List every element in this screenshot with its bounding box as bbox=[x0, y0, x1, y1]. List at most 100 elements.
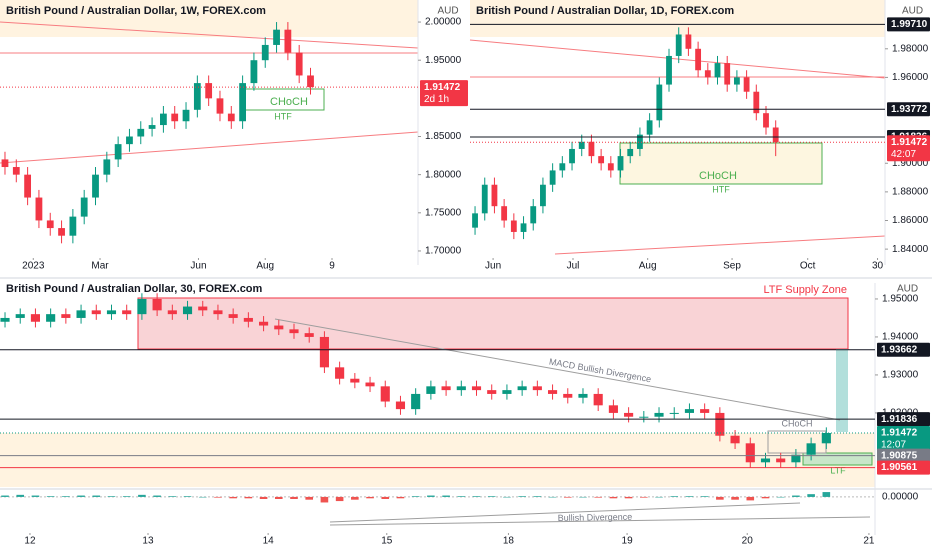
macd-bar bbox=[822, 492, 831, 497]
candle-body bbox=[92, 174, 99, 198]
price-label: 1.91472 bbox=[424, 82, 461, 93]
x-tick-label: Sep bbox=[723, 261, 741, 272]
x-tick-label: 12 bbox=[24, 536, 36, 547]
candle-body bbox=[502, 390, 512, 394]
macd-bar bbox=[62, 496, 70, 497]
candle-body bbox=[152, 298, 162, 311]
candle-body bbox=[481, 184, 488, 214]
price-label: 1.91472 bbox=[881, 428, 918, 439]
candle-body bbox=[350, 378, 360, 383]
candle-body bbox=[35, 197, 43, 221]
macd-bar bbox=[807, 494, 815, 497]
x-tick-label: 15 bbox=[381, 536, 393, 547]
candle-body bbox=[12, 167, 20, 175]
y-tick-label: 1.86000 bbox=[892, 215, 929, 226]
macd-bar bbox=[31, 495, 40, 497]
long-position bbox=[836, 349, 848, 432]
candle-body bbox=[426, 386, 436, 394]
macd-bar bbox=[274, 496, 283, 499]
candle-body bbox=[617, 156, 624, 171]
candle-body bbox=[547, 390, 558, 394]
x-tick-label: 13 bbox=[142, 536, 154, 547]
candle-body bbox=[593, 393, 603, 406]
price-label-box bbox=[887, 102, 930, 117]
candle-body bbox=[637, 134, 643, 149]
candle-body bbox=[122, 310, 132, 315]
chart-title: British Pound / Australian Dollar, 30, F… bbox=[6, 283, 263, 295]
macd-bar bbox=[655, 496, 663, 498]
candle-body bbox=[510, 220, 517, 232]
candle-body bbox=[624, 412, 634, 417]
macd-bar bbox=[640, 496, 648, 498]
candle-body bbox=[216, 98, 224, 114]
y-tick-label: 1.98000 bbox=[892, 43, 929, 54]
macd-bar bbox=[351, 496, 359, 500]
x-tick-label: Jun bbox=[485, 261, 501, 272]
candle-body bbox=[563, 393, 573, 398]
candle-body bbox=[295, 52, 303, 76]
price-label: 1.90875 bbox=[881, 450, 918, 461]
supply-zone bbox=[137, 297, 849, 350]
candle-body bbox=[395, 401, 406, 410]
candle-body bbox=[1, 159, 9, 168]
candle-body bbox=[250, 60, 258, 84]
y-tick-label: 1.84000 bbox=[892, 244, 929, 255]
price-label-box bbox=[877, 460, 930, 475]
y-tick-label: 1.90000 bbox=[892, 158, 929, 169]
candle-body bbox=[80, 197, 88, 217]
candle-body bbox=[530, 206, 537, 224]
macd-bar bbox=[700, 496, 709, 497]
candle-body bbox=[103, 159, 111, 175]
candle-body bbox=[491, 184, 498, 207]
x-tick-label: 30 bbox=[872, 261, 884, 272]
annotation: HTF bbox=[712, 184, 730, 194]
x-tick-label: 20 bbox=[742, 536, 754, 547]
macd-bar bbox=[579, 496, 587, 498]
price-label-box bbox=[877, 448, 930, 463]
candle-body bbox=[213, 310, 223, 315]
candle-body bbox=[598, 156, 605, 164]
candle-body bbox=[578, 141, 585, 149]
chart-title: British Pound / Australian Dollar, 1D, F… bbox=[476, 5, 734, 17]
candle-body bbox=[472, 213, 478, 228]
chart-title: British Pound / Australian Dollar, 1W, F… bbox=[6, 5, 266, 17]
macd-bar bbox=[366, 496, 374, 499]
candle-body bbox=[715, 412, 725, 436]
macd-bar bbox=[77, 495, 85, 497]
candle-body bbox=[171, 113, 179, 122]
x-tick-label: 9 bbox=[329, 261, 335, 272]
axis-unit: AUD bbox=[902, 6, 923, 17]
macd-bar bbox=[153, 495, 161, 497]
price-label: 1.93662 bbox=[881, 344, 918, 355]
macd-bar bbox=[548, 496, 557, 498]
candle-body bbox=[0, 317, 10, 322]
x-tick-label: Mar bbox=[91, 261, 109, 272]
y-tick-label: 1.96000 bbox=[892, 72, 929, 83]
macd-bar bbox=[609, 496, 618, 499]
candle-body bbox=[193, 83, 201, 110]
macd-bar bbox=[305, 496, 314, 500]
candle-body bbox=[806, 443, 816, 455]
candle-body bbox=[578, 393, 588, 398]
candle-body bbox=[307, 75, 314, 88]
macd-bar bbox=[198, 496, 207, 498]
candle-body bbox=[607, 163, 614, 171]
candle-body bbox=[114, 144, 122, 160]
y-tick-label: 1.88000 bbox=[892, 187, 929, 198]
price-label: 1.93772 bbox=[891, 104, 928, 115]
x-tick-label: 2023 bbox=[22, 261, 45, 272]
macd-bar bbox=[92, 495, 101, 497]
candle-body bbox=[58, 228, 65, 236]
macd-bar bbox=[168, 496, 177, 497]
candle-body bbox=[182, 109, 190, 122]
candle-body bbox=[549, 170, 556, 185]
candle-body bbox=[559, 163, 566, 171]
candle-body bbox=[274, 325, 284, 330]
candle-body bbox=[791, 454, 801, 463]
price-label: 1.91472 bbox=[891, 137, 928, 148]
macd-bar bbox=[229, 496, 237, 499]
candle-body bbox=[228, 314, 238, 318]
candle-body bbox=[776, 458, 786, 463]
candle-body bbox=[654, 412, 664, 417]
macd-bar bbox=[138, 494, 146, 497]
